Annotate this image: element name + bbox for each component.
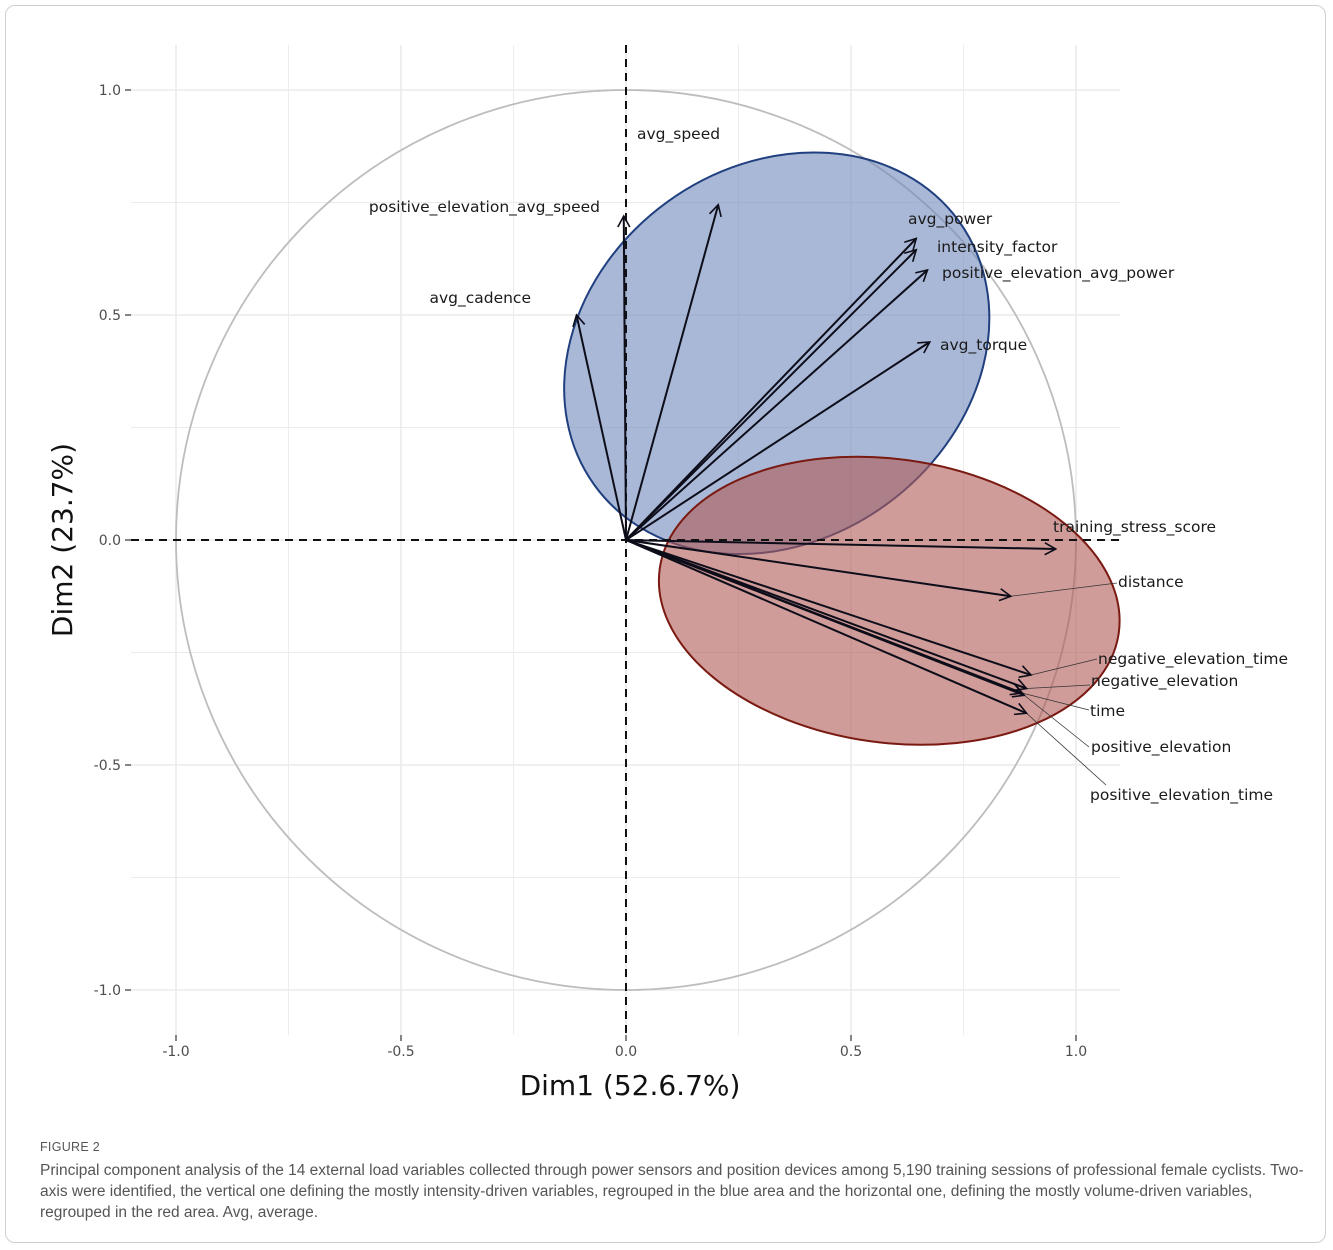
variable-label-training-stress-score: training_stress_score — [1053, 518, 1216, 537]
arrow-avg-speed — [625, 203, 722, 541]
leader-line-positive-elevation — [1024, 694, 1090, 748]
arrow-avg-torque — [625, 341, 932, 541]
variable-label-positive-elevation: positive_elevation — [1091, 738, 1231, 757]
arrow-positive-elevation-avg-power — [625, 268, 929, 541]
figure-caption-text: Principal component analysis of the 14 e… — [40, 1162, 1304, 1221]
axis-ticks: -1.0 -0.5 0.0 0.5 1.0 -1.0 -0.5 0.0 0.5 1.0 — [94, 83, 1087, 1060]
leader-line-negative-elevation — [1026, 684, 1091, 689]
leader-line-positive-elevation-time — [1026, 712, 1107, 786]
leader-line-negative-elevation-time — [1030, 658, 1098, 676]
x-tick-label: 1.0 — [1065, 1044, 1087, 1060]
variable-label-positive-elevation-avg-speed: positive_elevation_avg_speed — [369, 198, 600, 217]
arrow-positive-elevation-time — [625, 539, 1029, 716]
variable-label-negative-elevation-time: negative_elevation_time — [1098, 650, 1288, 669]
arrow-positive-elevation — [625, 539, 1026, 698]
arrow-avg-cadence — [572, 313, 627, 541]
variable-label-positive-elevation-time: positive_elevation_time — [1090, 786, 1273, 805]
figure-caption: FIGURE 2 Principal component analysis of… — [40, 1140, 1310, 1223]
arrow-avg-power — [625, 237, 918, 541]
variable-arrows — [572, 203, 1118, 786]
variable-label-intensity-factor: intensity_factor — [937, 238, 1058, 257]
arrow-negative-elevation-time — [625, 539, 1033, 679]
variable-label-avg-power: avg_power — [908, 210, 993, 229]
arrow-intensity-factor — [625, 248, 918, 541]
y-axis-title: Dim2 (23.7%) — [46, 443, 79, 637]
arrow-positive-elevation-avg-speed — [617, 214, 631, 541]
x-tick-label: 0.0 — [615, 1044, 637, 1060]
figure-number: FIGURE 2 — [40, 1140, 101, 1154]
variable-label-avg-speed: avg_speed — [637, 125, 720, 144]
y-tick-label: -0.5 — [94, 758, 121, 774]
arrow-training-stress-score — [625, 539, 1058, 556]
red-group-ellipse — [657, 455, 1121, 746]
pca-chart: avg_speed positive_elevation_avg_speedavg… — [46, 45, 1288, 1102]
variable-label-time: time — [1090, 702, 1125, 720]
y-tick-label: 0.5 — [99, 308, 121, 324]
leader-line-time — [1021, 692, 1090, 711]
variable-labels: avg_speed positive_elevation_avg_speedavg… — [369, 125, 1288, 805]
y-tick-label: 0.0 — [99, 533, 121, 549]
x-tick-label: 0.5 — [840, 1044, 862, 1060]
figure-frame — [5, 5, 1326, 1243]
variable-label-positive-elevation-avg-power: positive_elevation_avg_power — [942, 264, 1175, 283]
x-tick-label: -0.5 — [387, 1044, 414, 1060]
leader-line-distance — [1010, 582, 1118, 597]
x-tick-label: -1.0 — [162, 1044, 189, 1060]
variable-label-avg-cadence: avg_cadence — [429, 289, 531, 308]
variable-label-negative-elevation: negative_elevation — [1091, 672, 1238, 691]
arrow-distance — [625, 539, 1013, 602]
variable-label-distance: distance — [1118, 573, 1184, 591]
y-tick-label: -1.0 — [94, 983, 121, 999]
y-tick-label: 1.0 — [99, 83, 121, 99]
x-axis-title: Dim1 (52.6.7%) — [520, 1069, 741, 1102]
group-ellipses — [563, 151, 1121, 746]
variable-label-avg-torque: avg_torque — [940, 336, 1027, 355]
